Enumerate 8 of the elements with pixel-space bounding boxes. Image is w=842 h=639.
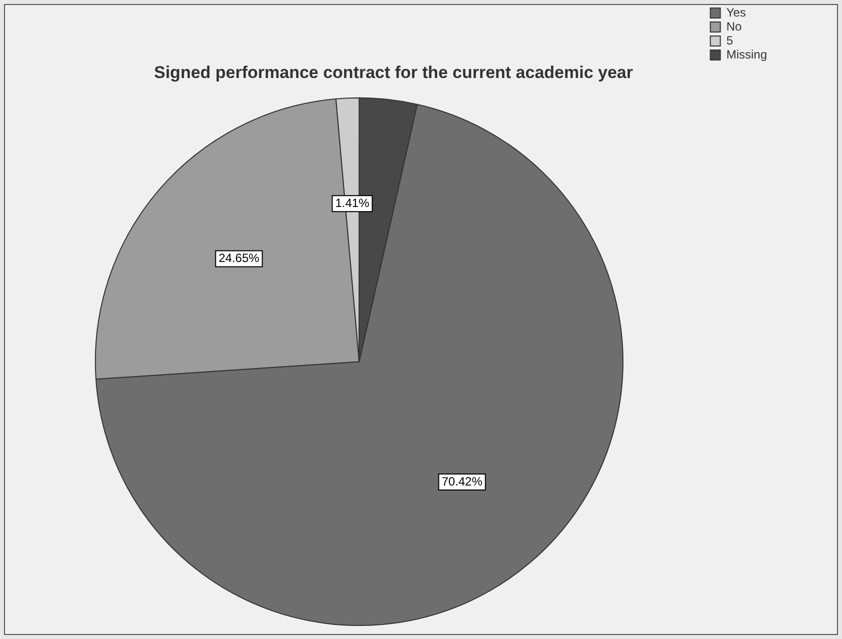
legend-label: No [726, 19, 742, 34]
data-label: 1.41% [335, 196, 370, 210]
legend-label: 5 [726, 33, 734, 48]
legend-label: Missing [726, 47, 768, 62]
data-label: 70.42% [442, 474, 483, 488]
legend-label: Yes [726, 5, 746, 20]
text: Signed performance contract for the current academic year [154, 62, 634, 82]
data-label: 24.65% [218, 251, 260, 266]
